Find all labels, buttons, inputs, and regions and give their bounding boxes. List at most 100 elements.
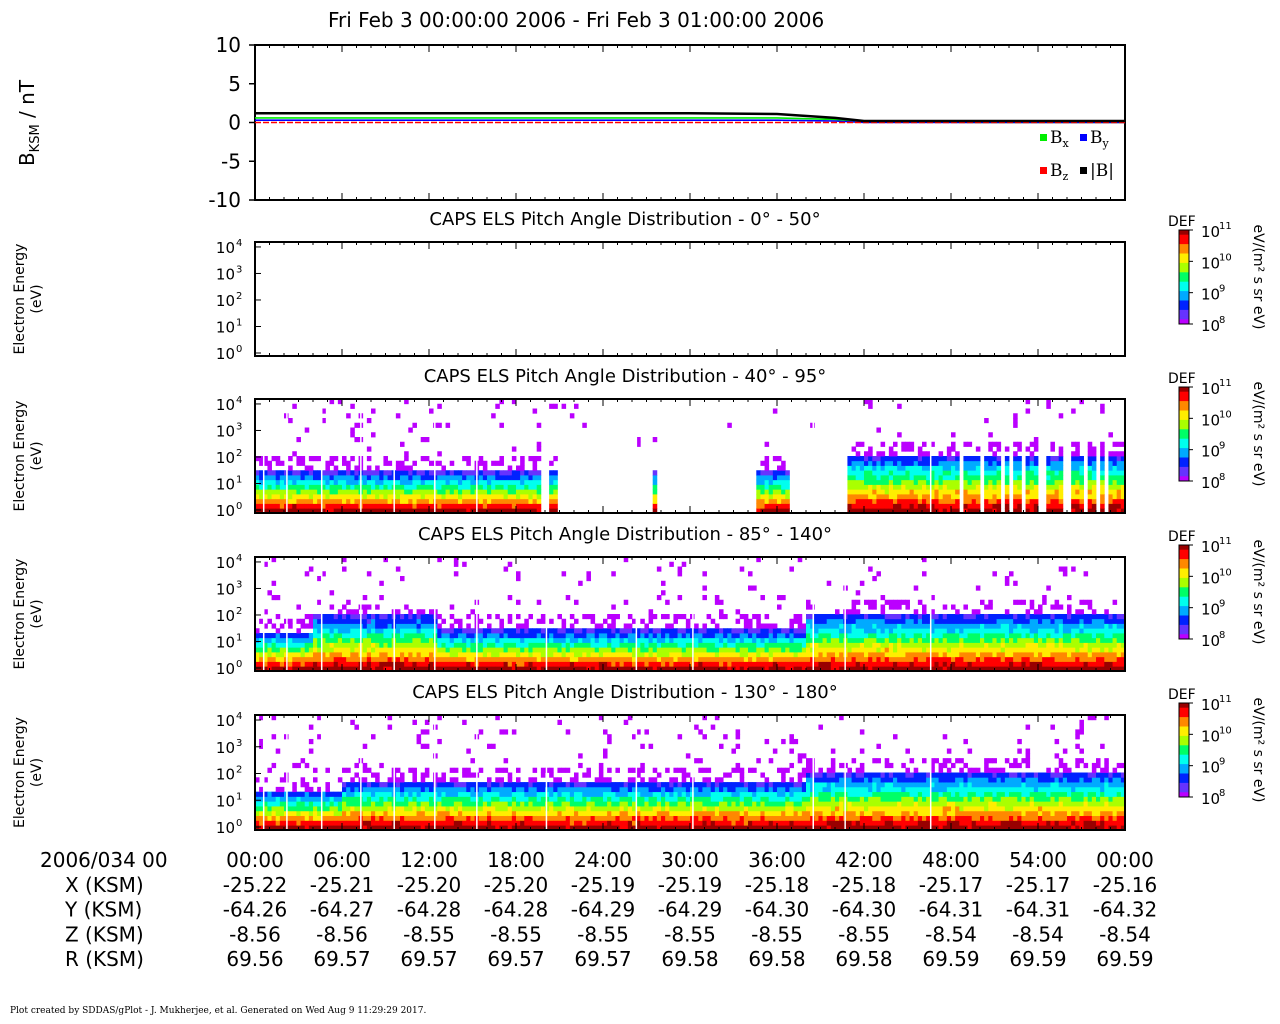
spectrogram-cell [1071,637,1076,643]
spectrogram-cell [259,815,264,821]
spectrogram-cell [714,652,720,658]
spectrogram-cell [1062,614,1068,620]
spectrogram-cell [507,647,513,653]
spectrogram-cell [702,661,707,667]
spectrogram-cell [549,652,554,658]
spectrogram-cell [1054,623,1060,629]
spectrogram-cell [864,623,869,629]
spectrogram-cell [507,508,513,514]
spectrogram-cell [951,470,956,476]
spectrogram-cell [984,623,989,629]
spectrogram-cell [491,498,496,504]
spectrogram-cell [818,623,823,629]
colorbar-segment [1179,391,1189,395]
spectrogram-cell [1120,656,1126,662]
spectrogram-cell [897,403,902,409]
spectrogram-cell [723,652,728,658]
spectrogram-cell [615,642,620,648]
spectrogram-cell [437,661,442,667]
spectrogram-cell [271,656,277,662]
spectrogram-cell [636,637,641,643]
spectrogram-cell [656,628,662,634]
spectrogram-cell [913,479,919,485]
spectrogram-cell [656,595,662,601]
spectrogram-cell [743,652,749,658]
colorbar-frame [1178,386,1190,482]
spectrogram-cell [524,661,529,667]
spectrogram-cell [1071,628,1076,634]
spectrogram-cell [503,508,509,514]
spectrogram-cell [404,508,409,514]
spectrogram-cell [1104,623,1109,629]
spectrogram-cell [532,408,538,414]
spectrogram-cell [445,470,451,476]
spectrogram-cell [636,666,641,672]
spectrogram-cell [259,743,264,749]
spectrogram-cell [926,623,931,629]
spectrogram-cell [333,628,339,634]
spectrogram-cell [520,484,525,490]
spectrogram-cell [1071,656,1076,662]
spectrogram-cell [296,637,301,643]
spectrogram-cell [350,508,355,514]
spectrogram-cell [781,652,786,658]
spectrogram-cell [404,489,409,495]
spectrogram-cell [702,628,707,634]
spectrogram-cell [267,470,272,476]
panel-title: CAPS ELS Pitch Angle Distribution - 40° … [424,366,827,387]
spectrogram-cell [569,656,575,662]
spectrogram-cell [1067,656,1072,662]
spectrogram-cell [449,460,455,466]
spectrogram-cell [1013,614,1018,620]
spectrogram-cell [499,656,504,662]
spectrogram-cell [267,661,272,667]
spectrogram-cell [685,647,691,653]
spectrogram-cell [835,637,840,643]
spectrogram-cell [677,628,683,634]
spectrogram-cell [967,460,973,466]
spectrogram-cell [897,628,902,634]
spectrogram-cell [354,623,359,629]
spectrogram-cell [632,642,637,648]
spectrogram-cell [441,633,446,639]
spectrogram-cell [884,456,890,462]
spectrogram-cell [304,498,310,504]
spectrogram-cell [362,595,368,601]
spectrogram-cell [1112,503,1118,509]
spectrogram-cell [922,637,927,643]
spectrogram-cell [1079,465,1084,471]
spectrogram-cell [984,498,989,504]
spectrogram-cell [818,642,823,648]
spectrogram-cell [851,503,857,509]
spectrogram-cell [872,618,877,624]
spectrogram-cell [652,661,658,667]
spectrogram-cell [458,647,463,653]
spectrogram-cell [839,614,844,620]
spectrogram-cell [507,479,513,485]
spectrogram-cell [404,479,409,485]
y-tick-label: 10 [216,633,235,651]
spectrogram-cell [801,666,807,672]
spectrogram-cell [868,403,873,409]
spectrogram-cell [930,595,935,601]
spectrogram-cell [984,618,989,624]
spectrogram-cell [1075,446,1080,452]
spectrogram-cell [669,633,674,639]
spectrogram-cell [520,494,525,500]
spectrogram-cell [342,628,347,634]
panel-title: CAPS ELS Pitch Angle Distribution - 85° … [418,524,832,545]
spectrogram-cell [1112,508,1118,514]
spectrogram-cell [325,656,330,662]
spectrogram-cell [926,460,931,466]
spectrogram-cell [922,633,927,639]
spectrogram-cell [549,656,554,662]
spectrogram-cell [917,628,923,634]
spectrogram-cell [1000,652,1006,658]
spectrogram-cell [859,623,865,629]
colorbar-segment [1179,300,1189,304]
spectrogram-cell [1029,623,1035,629]
spectrogram-cell [279,801,285,807]
spectrogram-cell [404,637,409,643]
spectrogram-cell [938,628,944,634]
spectrogram-cell [1116,451,1122,457]
